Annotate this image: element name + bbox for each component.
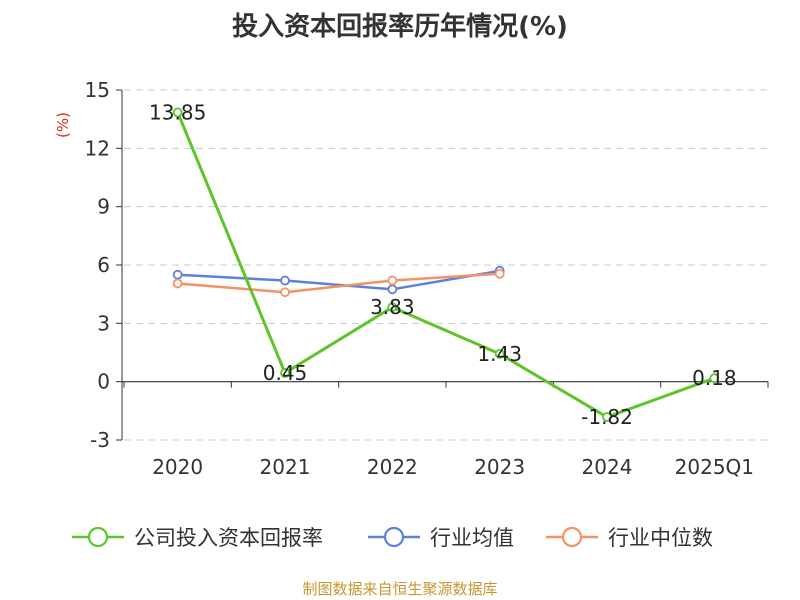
series-2-point xyxy=(172,278,183,289)
legend-item-0: 公司投入资本回报率 xyxy=(72,526,323,550)
x-tick-label-2025Q1: 2025Q1 xyxy=(675,455,754,479)
legend-label: 公司投入资本回报率 xyxy=(134,526,323,550)
series-lines xyxy=(172,107,720,422)
x-tick-label-2024: 2024 xyxy=(582,455,633,479)
y-tick-label: 9 xyxy=(97,195,110,219)
series-1-point xyxy=(387,284,398,295)
y-axis-label: (%) xyxy=(54,112,72,138)
y-tick-label: 15 xyxy=(85,78,110,102)
legend-marker xyxy=(383,526,405,548)
y-tick-label: -3 xyxy=(90,428,110,452)
series-2-point xyxy=(387,275,398,286)
data-label-2022: 3.83 xyxy=(370,295,415,319)
y-tick-label: 3 xyxy=(97,311,110,335)
x-tick-label-2023: 2023 xyxy=(474,455,525,479)
data-label-2021: 0.45 xyxy=(263,361,308,385)
data-label-2020: 13.85 xyxy=(149,100,206,124)
x-tick-label-2022: 2022 xyxy=(367,455,418,479)
data-label-2024: -1.82 xyxy=(581,405,633,429)
data-source-note: 制图数据来自恒生聚源数据库 xyxy=(302,580,498,598)
data-labels: 13.85 0.45 3.83 1.43 -1.82 0.18 xyxy=(149,100,737,429)
y-tick-label: 0 xyxy=(97,370,110,394)
y-tick-label: 12 xyxy=(85,136,110,160)
legend-marker xyxy=(561,526,583,548)
legend-label: 行业均值 xyxy=(430,526,514,550)
series-1-line xyxy=(177,269,500,291)
series-0-point xyxy=(280,368,290,378)
legend: 公司投入资本回报率 行业均值 行业中位数 xyxy=(72,526,713,550)
x-tick-label-2020: 2020 xyxy=(152,455,203,479)
series-0-point xyxy=(172,107,183,118)
data-label-2023: 1.43 xyxy=(477,342,522,366)
series-0-line xyxy=(176,111,715,419)
legend-marker xyxy=(87,526,109,548)
chart-title: 投入资本回报率历年情况(%) xyxy=(232,12,568,42)
x-tick-label-2021: 2021 xyxy=(260,455,311,479)
axes: -3 0 3 6 9 12 15 2020 2021 2022 2023 2024 2025Q1 (%) xyxy=(54,78,769,479)
legend-label: 行业中位数 xyxy=(608,526,713,550)
legend-item-2: 行业中位数 xyxy=(546,526,713,550)
series-0-point xyxy=(494,348,505,359)
data-label-2025Q1: 0.18 xyxy=(692,366,737,390)
y-tick-label: 6 xyxy=(97,253,110,277)
series-2-point xyxy=(494,268,505,279)
series-1-point xyxy=(280,275,290,286)
legend-item-1: 行业均值 xyxy=(368,526,514,550)
series-0-point xyxy=(602,412,612,422)
series-2-line xyxy=(177,272,500,294)
series-0-point xyxy=(387,302,398,313)
series-2-point xyxy=(280,287,290,298)
series-1-point xyxy=(172,269,183,280)
series-0-point xyxy=(709,373,720,384)
